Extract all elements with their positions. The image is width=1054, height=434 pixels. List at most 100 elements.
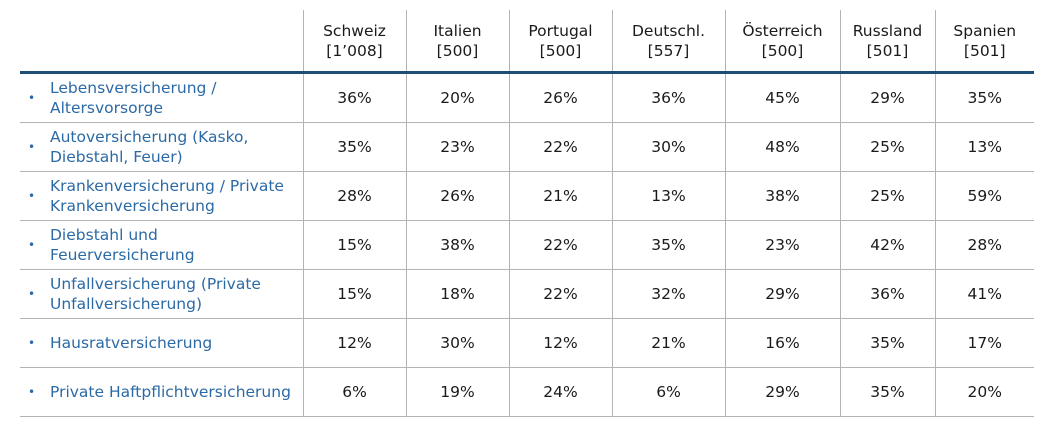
table-row: • Unfallversicherung (Private Unfallversi… — [20, 269, 1034, 319]
value-cell: 16% — [724, 318, 840, 368]
row-label: Diebstahl und Feuerversicherung — [50, 226, 195, 264]
value-cell: 21% — [611, 318, 725, 368]
row-label-cell: • Autoversicherung (Kasko, Diebstahl, Feu… — [20, 122, 303, 172]
value-cell: 6% — [611, 367, 725, 417]
value-cell: 12% — [302, 318, 406, 368]
column-header-country: Italien — [433, 21, 482, 40]
value-cell: 38% — [724, 171, 840, 221]
column-header: Schweiz [1’008] — [302, 10, 406, 74]
column-header-sample-size: [500] — [539, 41, 582, 60]
column-header-country: Portugal — [528, 21, 593, 40]
column-header-country: Spanien — [953, 21, 1017, 40]
value-cell: 59% — [934, 171, 1034, 221]
row-label: Krankenversicherung / Private Krankenver… — [50, 177, 284, 215]
column-header: Deutschl. [557] — [611, 10, 725, 74]
column-header: Portugal [500] — [508, 10, 612, 74]
header-row: Schweiz [1’008] Italien [500] Portugal [500] D… — [20, 10, 1034, 74]
column-header-sample-size: [501] — [963, 41, 1006, 60]
value-cell: 42% — [839, 220, 935, 270]
column-header: Italien [500] — [405, 10, 509, 74]
value-cell: 41% — [934, 269, 1034, 319]
value-cell: 19% — [405, 367, 509, 417]
value-cell: 13% — [934, 122, 1034, 172]
column-header-country: Österreich — [742, 21, 823, 40]
table-row: • Private Haftpflichtversicherung 6% 19% 24%… — [20, 367, 1034, 417]
bullet-point-icon: • — [28, 189, 36, 203]
column-header: Russland [501] — [839, 10, 935, 74]
value-cell: 30% — [405, 318, 509, 368]
value-cell: 20% — [934, 367, 1034, 417]
bullet-point-icon: • — [28, 238, 36, 252]
value-cell: 35% — [611, 220, 725, 270]
value-cell: 12% — [508, 318, 612, 368]
value-cell: 15% — [302, 269, 406, 319]
row-label-cell: • Unfallversicherung (Private Unfallversi… — [20, 269, 303, 319]
column-header-country: Deutschl. — [631, 21, 706, 40]
row-label: Private Haftpflichtversicherung — [50, 383, 291, 401]
value-cell: 17% — [934, 318, 1034, 368]
column-header-country: Schweiz — [323, 21, 386, 40]
value-cell: 29% — [724, 367, 840, 417]
table-body: • Lebensversicherung / Altersvorsorge 36% 2… — [20, 72, 1034, 417]
column-header-country: Russland — [852, 21, 923, 40]
value-cell: 24% — [508, 367, 612, 417]
value-cell: 29% — [839, 72, 935, 123]
row-label-cell: • Diebstahl und Feuerversicherung — [20, 220, 303, 270]
insurance-table: Schweiz [1’008] Italien [500] Portugal [500] D… — [20, 10, 1034, 417]
value-cell: 22% — [508, 122, 612, 172]
value-cell: 21% — [508, 171, 612, 221]
value-cell: 25% — [839, 122, 935, 172]
value-cell: 22% — [508, 269, 612, 319]
column-header-sample-size: [557] — [647, 41, 690, 60]
value-cell: 15% — [302, 220, 406, 270]
value-cell: 32% — [611, 269, 725, 319]
bullet-point-icon: • — [28, 385, 36, 399]
bullet-point-icon: • — [28, 91, 36, 105]
header-corner-cell — [20, 10, 303, 74]
value-cell: 48% — [724, 122, 840, 172]
value-cell: 23% — [405, 122, 509, 172]
bullet-point-icon: • — [28, 336, 36, 350]
value-cell: 18% — [405, 269, 509, 319]
table-row: • Autoversicherung (Kasko, Diebstahl, Feu… — [20, 122, 1034, 172]
column-header-sample-size: [1’008] — [326, 41, 383, 60]
value-cell: 13% — [611, 171, 725, 221]
value-cell: 23% — [724, 220, 840, 270]
value-cell: 35% — [302, 122, 406, 172]
value-cell: 26% — [508, 72, 612, 123]
value-cell: 29% — [724, 269, 840, 319]
value-cell: 35% — [839, 367, 935, 417]
table-row: • Lebensversicherung / Altersvorsorge 36% 2… — [20, 72, 1034, 123]
bullet-point-icon: • — [28, 287, 36, 301]
row-label-cell: • Hausratversicherung — [20, 318, 303, 368]
value-cell: 36% — [611, 72, 725, 123]
value-cell: 6% — [302, 367, 406, 417]
column-header: Österreich [500] — [724, 10, 840, 74]
value-cell: 28% — [302, 171, 406, 221]
value-cell: 35% — [839, 318, 935, 368]
value-cell: 36% — [839, 269, 935, 319]
value-cell: 25% — [839, 171, 935, 221]
row-label: Hausratversicherung — [50, 334, 213, 352]
value-cell: 26% — [405, 171, 509, 221]
value-cell: 22% — [508, 220, 612, 270]
table-row: • Krankenversicherung / Private Krankenve… — [20, 171, 1034, 221]
value-cell: 20% — [405, 72, 509, 123]
column-header-sample-size: [500] — [761, 41, 804, 60]
value-cell: 35% — [934, 72, 1034, 123]
value-cell: 30% — [611, 122, 725, 172]
column-header-sample-size: [501] — [866, 41, 909, 60]
value-cell: 38% — [405, 220, 509, 270]
table-row: • Hausratversicherung 12% 30% 12% 21% 16% 35% 17… — [20, 318, 1034, 368]
row-label-cell: • Krankenversicherung / Private Krankenve… — [20, 171, 303, 221]
row-label-cell: • Private Haftpflichtversicherung — [20, 367, 303, 417]
value-cell: 45% — [724, 72, 840, 123]
value-cell: 36% — [302, 72, 406, 123]
row-label-cell: • Lebensversicherung / Altersvorsorge — [20, 72, 303, 123]
value-cell: 28% — [934, 220, 1034, 270]
row-label: Lebensversicherung / Altersvorsorge — [50, 79, 217, 117]
row-label: Autoversicherung (Kasko, Diebstahl, Feue… — [50, 128, 249, 166]
column-header: Spanien [501] — [934, 10, 1034, 74]
table-row: • Diebstahl und Feuerversicherung 15% 38% 22… — [20, 220, 1034, 270]
column-header-sample-size: [500] — [436, 41, 479, 60]
